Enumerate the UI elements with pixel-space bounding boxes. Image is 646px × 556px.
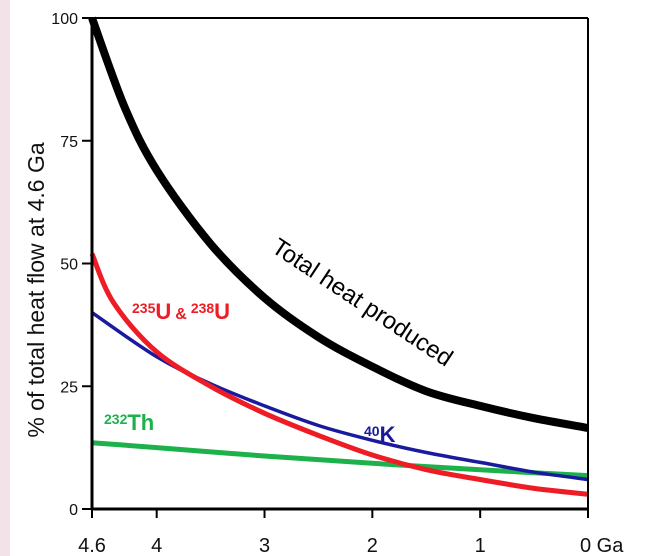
x-tick-label: 4.6 <box>78 535 106 556</box>
x-tick-label: 4 <box>151 535 162 556</box>
series-label-potassium: 40K <box>364 422 396 447</box>
x-tick-label: 1 <box>475 535 486 556</box>
y-tick-label: 25 <box>60 379 78 396</box>
series-line-total <box>88 16 589 432</box>
series-line-potassium <box>91 311 589 482</box>
y-tick-label: 75 <box>60 134 78 151</box>
series-line-thorium <box>91 440 589 479</box>
curves-group <box>88 16 589 497</box>
y-tick-label: 100 <box>51 11 78 28</box>
series-line-uranium <box>89 252 589 497</box>
axes-group: 0 25 50 75 100 4.6 4 3 2 1 0 Ga % of total heat flo… <box>23 11 624 556</box>
x-tick-label: 2 <box>367 535 378 556</box>
series-label-thorium: 232Th <box>104 410 154 435</box>
x-tick-label: 0 Ga <box>580 535 624 556</box>
series-label-uranium: 235U & 238U <box>132 299 230 324</box>
y-tick-label: 50 <box>60 257 78 274</box>
series-label-total: Total heat produced <box>267 233 458 372</box>
y-tick-label: 0 <box>69 502 78 519</box>
left-border-strip <box>0 0 10 556</box>
series-labels-group: Total heat produced 235U & 238U 40K 232Th <box>104 233 457 447</box>
x-tick-label: 3 <box>259 535 270 556</box>
y-axis-title: % of total heat flow at 4.6 Ga <box>23 142 49 438</box>
